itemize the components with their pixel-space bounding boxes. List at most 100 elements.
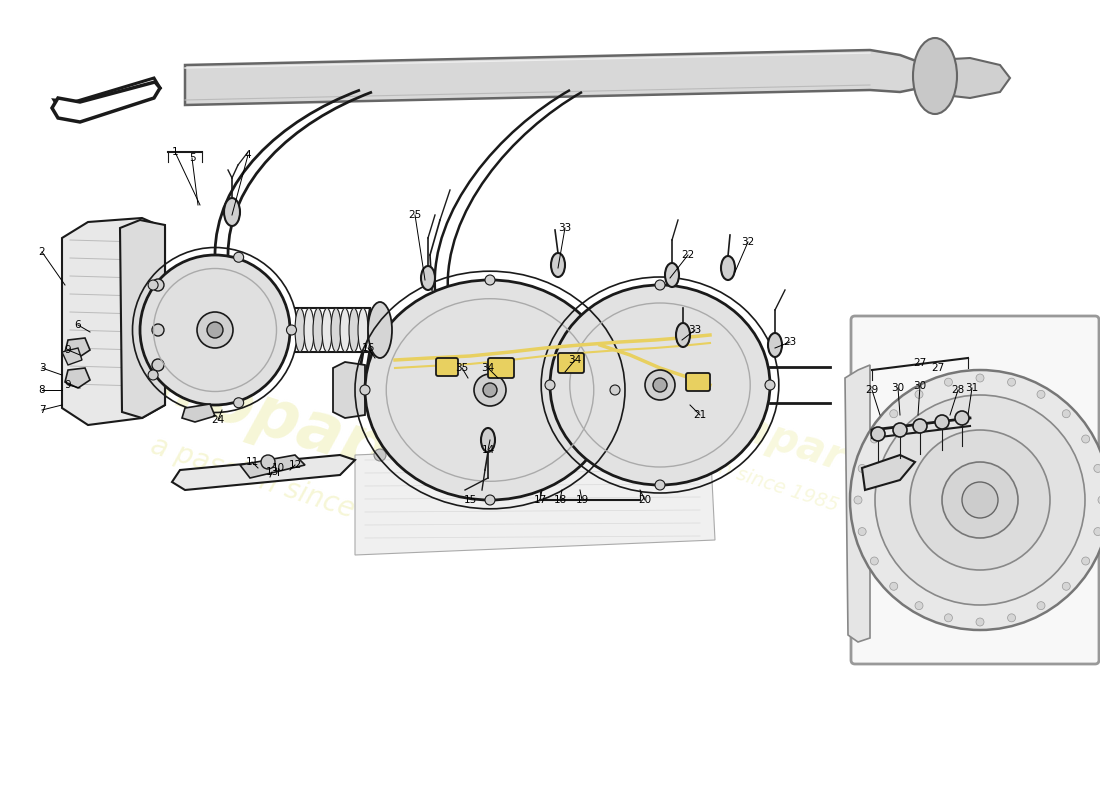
Ellipse shape xyxy=(676,323,690,347)
Ellipse shape xyxy=(976,374,984,382)
Polygon shape xyxy=(935,58,1010,98)
Polygon shape xyxy=(862,455,915,490)
Text: 25: 25 xyxy=(408,210,421,220)
Ellipse shape xyxy=(544,380,556,390)
Ellipse shape xyxy=(485,495,495,505)
Ellipse shape xyxy=(1037,602,1045,610)
Ellipse shape xyxy=(207,322,223,338)
Polygon shape xyxy=(240,455,305,478)
Text: 16: 16 xyxy=(362,343,375,353)
Text: 21: 21 xyxy=(693,410,706,420)
Text: a passion since 1985: a passion since 1985 xyxy=(146,431,433,549)
Ellipse shape xyxy=(874,395,1085,605)
Text: 13: 13 xyxy=(265,467,278,477)
Text: 8: 8 xyxy=(39,385,45,395)
Text: 24: 24 xyxy=(211,415,224,425)
Ellipse shape xyxy=(858,465,866,473)
Ellipse shape xyxy=(1063,410,1070,418)
Text: 32: 32 xyxy=(741,237,755,247)
Text: 7: 7 xyxy=(39,405,45,415)
Ellipse shape xyxy=(349,308,359,352)
Polygon shape xyxy=(65,368,90,388)
Ellipse shape xyxy=(915,602,923,610)
Text: europaparts: europaparts xyxy=(606,366,893,494)
Text: 30: 30 xyxy=(891,383,904,393)
Text: 10: 10 xyxy=(272,463,285,473)
Ellipse shape xyxy=(1063,582,1070,590)
Polygon shape xyxy=(333,362,365,418)
Ellipse shape xyxy=(360,385,370,395)
Ellipse shape xyxy=(295,308,305,352)
Ellipse shape xyxy=(645,370,675,400)
Text: 31: 31 xyxy=(966,383,979,393)
Ellipse shape xyxy=(764,380,776,390)
Text: 5: 5 xyxy=(189,153,196,163)
Polygon shape xyxy=(62,218,165,425)
Ellipse shape xyxy=(152,324,164,336)
Ellipse shape xyxy=(610,385,620,395)
Text: 33: 33 xyxy=(689,325,702,335)
Ellipse shape xyxy=(365,280,615,500)
Polygon shape xyxy=(182,404,214,422)
Ellipse shape xyxy=(913,38,957,114)
Ellipse shape xyxy=(481,428,495,452)
Ellipse shape xyxy=(624,449,636,461)
Polygon shape xyxy=(155,280,175,372)
Ellipse shape xyxy=(424,449,436,461)
Ellipse shape xyxy=(910,430,1050,570)
Ellipse shape xyxy=(574,449,586,461)
Ellipse shape xyxy=(653,378,667,392)
Ellipse shape xyxy=(893,423,907,437)
Polygon shape xyxy=(62,348,82,365)
Text: europaparts: europaparts xyxy=(80,327,539,533)
Text: 20: 20 xyxy=(638,495,651,505)
Ellipse shape xyxy=(871,427,886,441)
Text: 19: 19 xyxy=(575,495,589,505)
Ellipse shape xyxy=(152,359,164,371)
Text: 29: 29 xyxy=(866,385,879,395)
Ellipse shape xyxy=(148,280,158,290)
Text: 28: 28 xyxy=(952,385,965,395)
Text: 9: 9 xyxy=(65,345,72,355)
Text: 17: 17 xyxy=(534,495,547,505)
Text: 11: 11 xyxy=(245,457,258,467)
Ellipse shape xyxy=(870,435,878,443)
Ellipse shape xyxy=(474,374,506,406)
Ellipse shape xyxy=(261,455,275,469)
Ellipse shape xyxy=(152,279,164,291)
Ellipse shape xyxy=(1008,614,1015,622)
Text: 12: 12 xyxy=(288,460,301,470)
Ellipse shape xyxy=(915,390,923,398)
Text: 34: 34 xyxy=(482,363,495,373)
Ellipse shape xyxy=(962,482,998,518)
Ellipse shape xyxy=(955,411,969,425)
Ellipse shape xyxy=(720,256,735,280)
Ellipse shape xyxy=(233,252,243,262)
FancyBboxPatch shape xyxy=(436,358,458,376)
Ellipse shape xyxy=(421,266,434,290)
Text: 14: 14 xyxy=(482,445,495,455)
Text: 15: 15 xyxy=(463,495,476,505)
Ellipse shape xyxy=(858,527,866,535)
Ellipse shape xyxy=(140,255,290,405)
Ellipse shape xyxy=(664,449,676,461)
Ellipse shape xyxy=(854,496,862,504)
Text: 22: 22 xyxy=(681,250,694,260)
Ellipse shape xyxy=(850,370,1100,630)
Ellipse shape xyxy=(935,415,949,429)
Ellipse shape xyxy=(1093,527,1100,535)
Text: 6: 6 xyxy=(75,320,81,330)
Text: 27: 27 xyxy=(913,358,926,368)
Text: 18: 18 xyxy=(553,495,566,505)
Text: 33: 33 xyxy=(559,223,572,233)
Text: 27: 27 xyxy=(932,363,945,373)
Ellipse shape xyxy=(485,275,495,285)
Ellipse shape xyxy=(233,398,243,408)
Ellipse shape xyxy=(197,312,233,348)
FancyBboxPatch shape xyxy=(851,316,1099,664)
Text: 4: 4 xyxy=(244,150,251,160)
Polygon shape xyxy=(845,365,870,642)
Text: 9: 9 xyxy=(65,380,72,390)
Ellipse shape xyxy=(913,419,927,433)
Polygon shape xyxy=(155,278,178,372)
